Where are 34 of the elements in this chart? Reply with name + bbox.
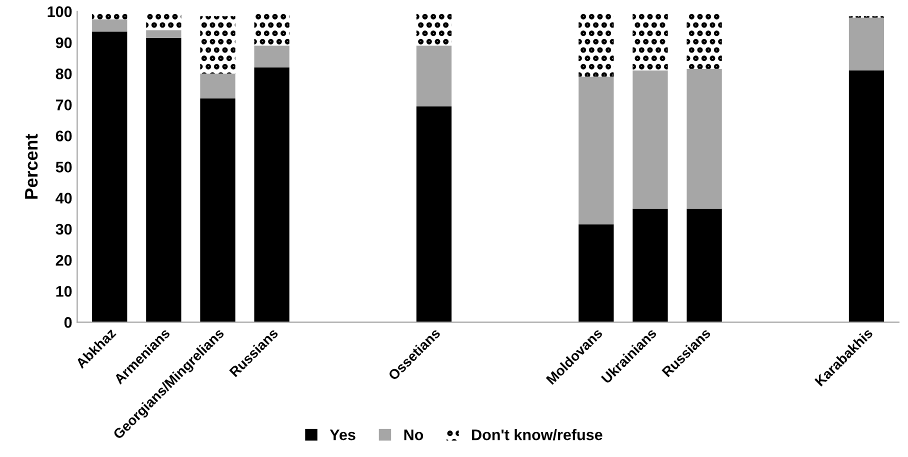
bar (578, 76, 614, 224)
bar (146, 30, 182, 38)
y-tick-label: 40 (56, 192, 72, 204)
legend-label: Don't know/refuse (472, 429, 602, 440)
y-tick-label: 10 (56, 286, 72, 297)
bar (200, 74, 236, 98)
bar (632, 208, 668, 322)
y-tick-label: 80 (56, 68, 72, 80)
bar (686, 208, 722, 322)
bar (254, 46, 290, 68)
y-tick-label: 90 (56, 37, 72, 48)
bar (92, 19, 128, 32)
bar (92, 32, 128, 322)
bar (848, 70, 884, 322)
y-tick-label: 30 (56, 224, 72, 235)
y-tick-label: 60 (56, 130, 72, 142)
bar (416, 106, 452, 322)
bar (416, 46, 452, 106)
bar (254, 67, 290, 322)
bar (200, 16, 236, 74)
bar (200, 98, 236, 322)
bar (848, 18, 884, 70)
legend-label: No (404, 430, 424, 440)
y-tick-label: 20 (56, 254, 72, 266)
y-tick-label: 100 (48, 6, 72, 18)
y-tick-label: 70 (56, 100, 72, 110)
bar (578, 224, 614, 322)
bar (146, 38, 182, 322)
y-tick-label: 0 (64, 317, 72, 328)
y-tick-label: 50 (56, 162, 72, 172)
bar (686, 68, 722, 209)
legend-label: Yes (330, 430, 356, 440)
bar (632, 70, 668, 209)
y-axis-title: Percent (25, 134, 38, 199)
